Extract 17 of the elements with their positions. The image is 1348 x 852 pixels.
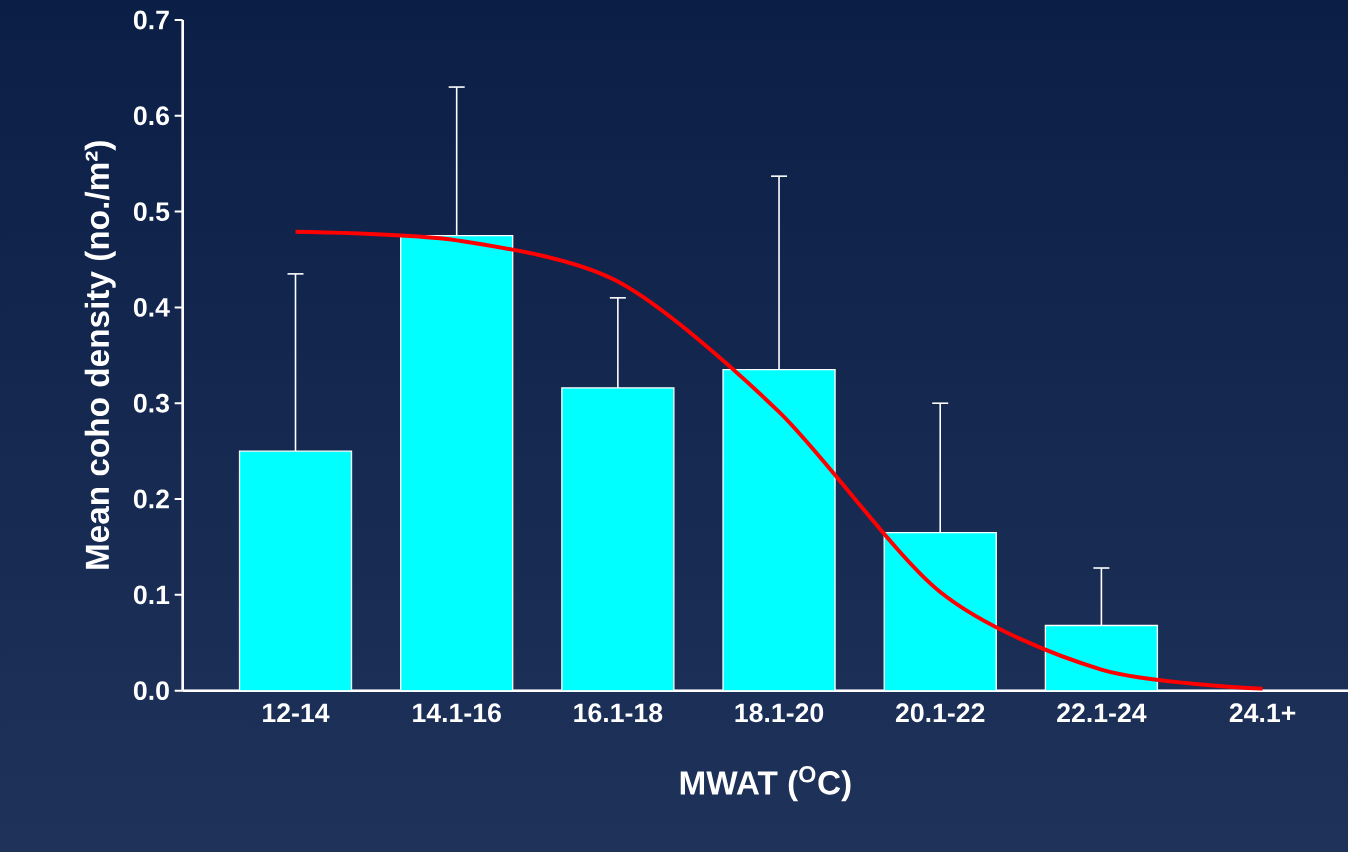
x-tick-label: 20.1-22 [895,703,985,723]
x-tick-label: 16.1-18 [574,703,663,723]
y-tick-label: 0.6 [133,106,169,126]
x-tick-label: 24.1+ [1229,703,1296,722]
y-axis-title: Mean coho density (no./m²) [84,141,116,569]
y-tick-label: 0.5 [133,202,170,222]
y-tick-label: 0.7 [133,10,169,30]
x-axis-title: MWAT ($^{O}$C) [680,766,851,802]
y-tick-label: 0.3 [133,393,169,413]
x-tick-label: 18.1-20 [735,703,824,723]
x-tick-label: 14.1-16 [413,703,501,723]
y-tick-label: 0.0 [133,681,169,701]
y-tick-label: 0.2 [133,489,169,509]
x-tick-label: 22.1-24 [1057,703,1147,722]
y-tick-label: 0.4 [133,297,170,317]
x-tick-label: 12-14 [263,703,330,722]
y-tick-label: 0.1 [133,585,170,605]
